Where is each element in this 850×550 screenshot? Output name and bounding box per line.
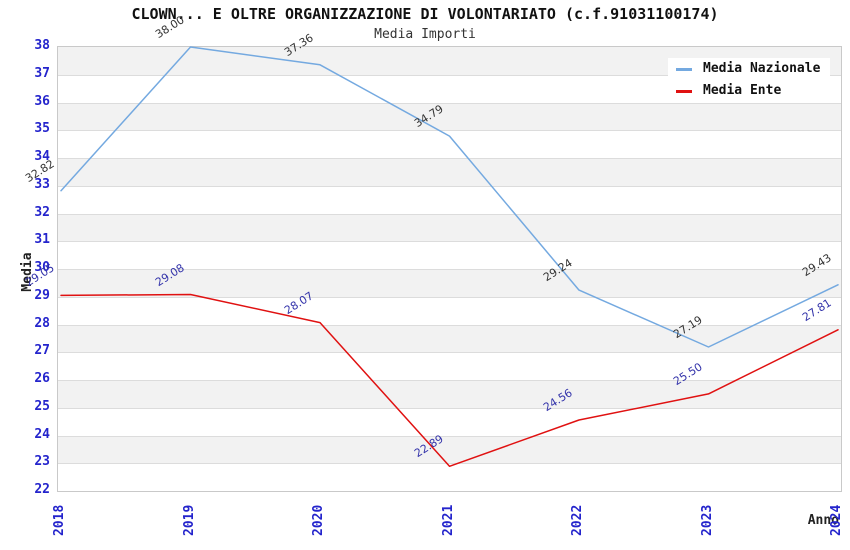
series-line-media-ente (60, 293, 839, 468)
y-tick-label: 25 (34, 398, 50, 414)
x-tick-label: 2020 (311, 504, 326, 536)
y-tick-label: 33 (34, 176, 50, 192)
media-nazionale-line-swatch-icon (676, 67, 692, 71)
x-tick-label: 2022 (570, 504, 585, 536)
y-tick-label: 27 (34, 343, 50, 359)
legend-item-media-nazionale[interactable]: Media Nazionale (668, 58, 831, 80)
grid-band (58, 380, 841, 408)
grid-band (58, 213, 841, 242)
x-tick-label: 2018 (52, 504, 67, 536)
grid-band (58, 130, 841, 158)
x-tick-label: 2019 (181, 504, 197, 536)
x-tick-label: 2021 (440, 504, 456, 536)
y-tick-label: 32 (34, 204, 50, 220)
grid-band (58, 269, 841, 297)
y-tick-label: 29 (34, 287, 50, 303)
x-axis-title: Anno (807, 513, 839, 528)
legend-label: Media Nazionale (703, 61, 821, 76)
y-tick-label: 34 (34, 149, 50, 164)
y-tick-label: 30 (34, 260, 50, 275)
chart-title: CLOWN... E OLTRE ORGANIZZAZIONE DI VOLON… (131, 5, 719, 23)
legend: Media Nazionale Media Ente (668, 58, 831, 102)
y-tick-label: 35 (34, 121, 50, 137)
grid-band (58, 158, 841, 186)
y-tick-label: 36 (34, 93, 50, 109)
grid-band (58, 407, 841, 436)
y-tick-label: 38 (34, 38, 50, 53)
grid-band (58, 296, 841, 325)
y-tick-label: 24 (34, 426, 50, 442)
y-tick-label: 26 (34, 371, 50, 386)
y-tick-label: 23 (34, 454, 50, 470)
grid-band (58, 435, 841, 464)
legend-label: Media Ente (703, 83, 782, 98)
media-ente-line-swatch-icon (676, 89, 692, 93)
y-tick-label: 22 (34, 482, 50, 497)
x-tick-label: 2023 (699, 504, 715, 536)
grid-band (58, 463, 841, 491)
series-line-media-nazionale (60, 46, 839, 348)
x-tick-label: 2024 (829, 504, 844, 536)
chart-subtitle: Media Importi (374, 27, 476, 42)
grid-band (58, 352, 841, 380)
grid-band (58, 324, 841, 353)
legend-item-media-ente[interactable]: Media Ente (668, 80, 792, 102)
y-tick-label: 31 (34, 232, 50, 248)
y-tick-label: 28 (34, 315, 50, 331)
grid-band (58, 102, 841, 131)
grid-band (58, 241, 841, 269)
y-tick-label: 37 (34, 65, 50, 81)
grid-band (58, 185, 841, 214)
